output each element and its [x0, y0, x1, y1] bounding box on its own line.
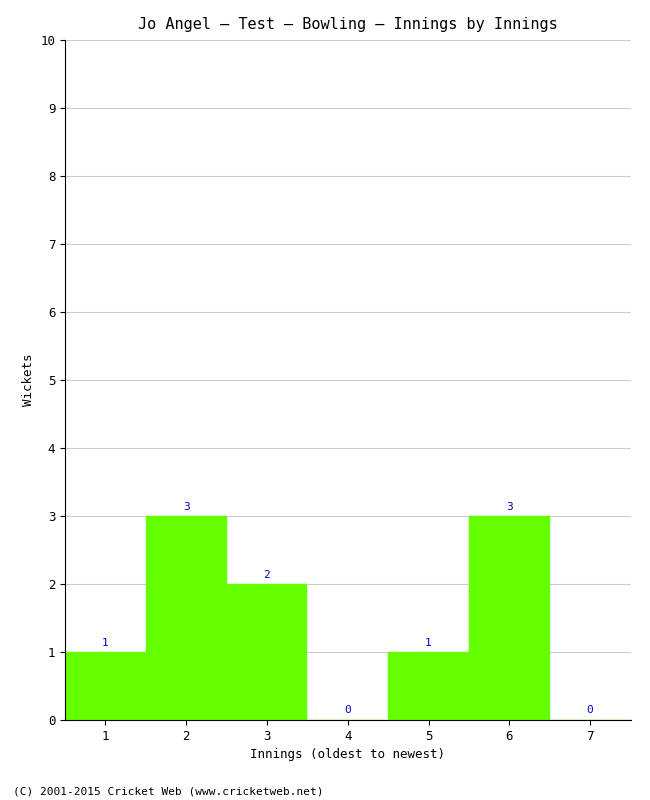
Y-axis label: Wickets: Wickets [21, 354, 34, 406]
Text: 3: 3 [506, 502, 513, 512]
Text: 0: 0 [587, 705, 593, 714]
X-axis label: Innings (oldest to newest): Innings (oldest to newest) [250, 748, 445, 762]
Bar [227, 584, 307, 720]
Text: 1: 1 [425, 638, 432, 648]
Text: 0: 0 [344, 705, 351, 714]
Title: Jo Angel – Test – Bowling – Innings by Innings: Jo Angel – Test – Bowling – Innings by I… [138, 17, 558, 32]
Bar [388, 652, 469, 720]
Bar [146, 516, 227, 720]
Text: 1: 1 [102, 638, 109, 648]
Text: (C) 2001-2015 Cricket Web (www.cricketweb.net): (C) 2001-2015 Cricket Web (www.cricketwe… [13, 786, 324, 796]
Bar [65, 652, 146, 720]
Text: 3: 3 [183, 502, 190, 512]
Text: 2: 2 [264, 570, 270, 580]
Bar [469, 516, 550, 720]
